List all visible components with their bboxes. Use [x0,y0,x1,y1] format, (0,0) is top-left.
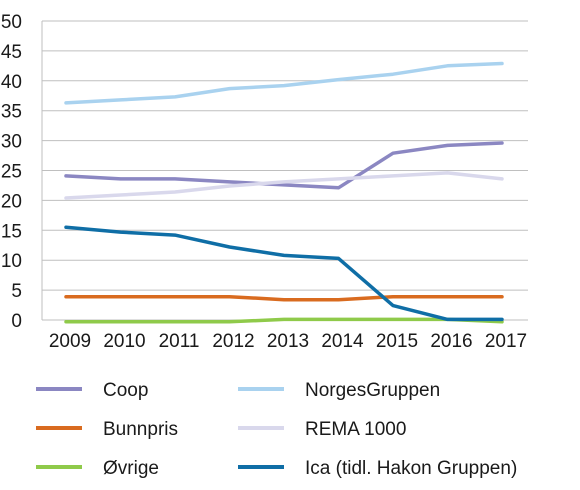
y-tick-label: 25 [1,162,22,183]
y-tick-label: 35 [1,102,22,123]
legend-label-bunnpris: Bunnpris [103,419,178,440]
x-tick-label: 2014 [321,331,364,352]
x-axis-ticks: 2009 2010 2011 2012 2013 2014 2015 2016 2017 [49,331,527,352]
y-tick-label: 45 [1,42,22,63]
series-line-ica-tidl-hakon-gruppen [64,225,504,322]
y-tick-label: 10 [1,251,22,272]
legend: Coop NorgesGruppen Bunnpris REMA 1000 Øvrige… [36,380,517,479]
x-tick-label: 2017 [485,331,527,352]
series-lines [64,61,504,324]
legend-label-coop: Coop [103,380,148,401]
series-line-bunnpris [64,294,504,302]
y-tick-label: 30 [1,132,22,153]
y-tick-label: 15 [1,221,22,242]
y-tick-label: 5 [11,281,22,302]
series-line--vrige [64,317,504,324]
x-tick-label: 2009 [49,331,91,352]
legend-label-rema-1000: REMA 1000 [305,419,406,440]
series-line-rema-1000 [64,171,504,200]
y-tick-label: 0 [11,311,22,332]
series-line-coop [64,141,504,190]
x-tick-label: 2011 [159,331,200,352]
legend-label--vrige: Øvrige [103,458,159,479]
y-tick-label: 50 [1,12,22,33]
x-tick-label: 2010 [103,331,145,352]
y-tick-label: 40 [1,72,22,93]
y-tick-label: 20 [1,191,22,212]
series-line-norgesgruppen [64,61,504,105]
x-tick-label: 2013 [267,331,309,352]
x-tick-label: 2016 [430,331,472,352]
x-tick-label: 2015 [376,331,418,352]
grid [41,20,528,321]
legend-label-norgesgruppen: NorgesGruppen [305,380,440,401]
y-axis-ticks: 0 5 10 15 20 25 30 35 40 45 50 [1,12,22,332]
x-tick-label: 2012 [212,331,254,352]
legend-label-ica-tidl-hakon-gruppen: Ica (tidl. Hakon Gruppen) [305,458,517,479]
